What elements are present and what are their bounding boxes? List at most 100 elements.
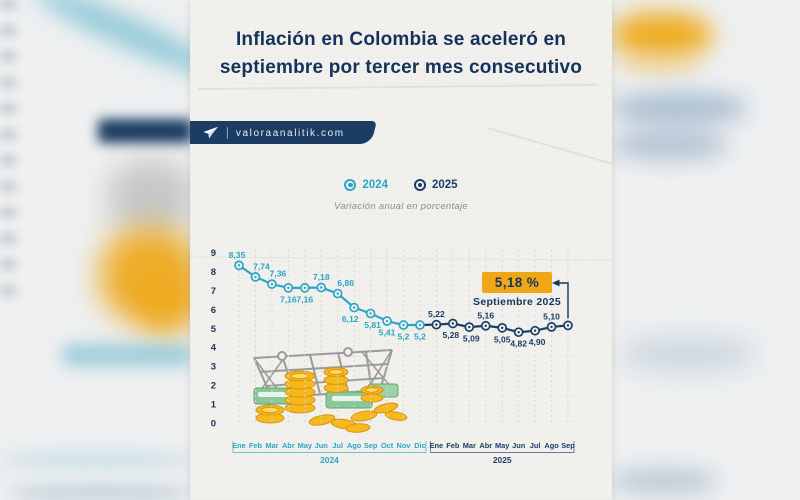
data-point-dot: [566, 324, 570, 327]
year-bracket: [232, 441, 427, 453]
line-2025: [419, 322, 569, 334]
point-label: 7,74: [253, 261, 270, 271]
legend-label: 2024: [362, 179, 388, 191]
y-tick-label: 3: [211, 362, 216, 373]
backdrop-blob: [138, 278, 196, 333]
data-point-dot: [435, 323, 438, 326]
x-tick-label: Feb: [446, 441, 460, 450]
data-point-dot: [237, 264, 241, 267]
point-label: 5,10: [543, 311, 560, 321]
x-tick-label: Jun: [315, 441, 329, 450]
y-tick-label: 1: [211, 400, 217, 411]
x-tick-label: Mar: [265, 441, 278, 450]
backdrop-blob: [0, 452, 192, 468]
point-label: 7,36: [270, 269, 287, 279]
y-tick-label: 9: [211, 248, 216, 259]
x-tick-label: May: [495, 441, 510, 450]
highlight-badge-date: Septiembre 2025: [473, 296, 561, 308]
x-tick-label: May: [298, 441, 313, 450]
y-tick-label: 0: [211, 419, 216, 430]
y-tick-label: 7: [211, 286, 216, 297]
y-tick-label: 4: [211, 343, 217, 354]
point-label: 7,16: [296, 294, 313, 304]
y-tick-label: 5: [211, 324, 217, 335]
year-bracket: [429, 441, 575, 453]
data-point-dot: [501, 326, 504, 330]
data-point-dot: [550, 325, 553, 329]
chart-legend: 2024 2025: [190, 179, 612, 191]
x-tick-label: Feb: [249, 441, 263, 450]
data-point-dot: [402, 323, 405, 327]
point-label: 7,16: [280, 294, 297, 304]
data-point-dot: [418, 323, 422, 327]
x-tick-label: Jul: [332, 441, 343, 450]
point-label: 5,2: [398, 332, 410, 342]
x-tick-label: Ene: [232, 441, 246, 450]
point-label: 4,90: [529, 337, 546, 347]
point-label: 4,82: [510, 339, 527, 349]
x-tick-label: Oct: [381, 441, 394, 450]
data-point-dot: [533, 329, 537, 332]
data-point-dot: [336, 292, 339, 295]
data-point-dot: [287, 286, 290, 290]
data-point-dot: [484, 324, 487, 327]
data-point-dot: [352, 306, 356, 309]
point-label: 5,2: [414, 332, 426, 342]
data-point-dot: [270, 282, 274, 286]
paper-plane-icon: [202, 126, 219, 140]
x-tick-label: Ago: [544, 441, 559, 450]
data-point-dot: [451, 322, 455, 325]
bullseye-icon: [344, 179, 357, 191]
backdrop-blob: [108, 160, 193, 235]
x-tick-label: Sep: [561, 441, 575, 450]
page-title: Inflación en Colombia se aceleró en sept…: [219, 29, 583, 79]
y-tick-label: 8: [211, 267, 216, 278]
point-label: 5,41: [379, 328, 396, 338]
year-label: 2025: [493, 455, 512, 465]
year-label: 2024: [320, 455, 339, 465]
x-tick-label: Jul: [530, 441, 541, 450]
infographic-card: Inflación en Colombia se aceleró en sept…: [190, 0, 612, 500]
point-label: 6,12: [342, 314, 359, 324]
x-tick-label: Dic: [414, 441, 426, 450]
backdrop-blob: [0, 0, 16, 310]
backdrop-blob: [612, 468, 717, 494]
point-label: 7,18: [313, 272, 330, 282]
backdrop-blob: [10, 486, 190, 500]
point-label: 5,22: [428, 309, 445, 319]
y-tick-label: 2: [211, 381, 216, 392]
backdrop-blob: [612, 12, 712, 58]
x-tick-label: Jun: [512, 441, 526, 450]
backdrop-blob: [612, 92, 747, 124]
data-point-dot: [517, 331, 520, 334]
data-point-dot: [385, 319, 389, 323]
data-point-dot: [369, 312, 372, 315]
shopping-basket-coins-illustration: [253, 347, 408, 433]
point-label: 5,28: [442, 330, 459, 340]
backdrop-blob: [62, 344, 192, 366]
legend-label: 2025: [432, 179, 458, 191]
legend-item-2024: 2024: [344, 179, 388, 191]
brand-banner: valoraanalitik.com: [190, 121, 377, 144]
backdrop-blob: [98, 119, 192, 143]
backdrop-blob: [620, 338, 755, 370]
point-label: 6,86: [337, 278, 354, 288]
data-point-dot: [303, 286, 306, 290]
point-label: 5,05: [494, 334, 511, 344]
x-tick-label: Ago: [347, 441, 362, 450]
x-tick-label: Ene: [430, 441, 444, 450]
annotation-arrow-head: [552, 279, 560, 287]
y-tick-label: 6: [211, 305, 216, 316]
point-label: 5,81: [364, 320, 381, 330]
x-tick-label: Mar: [463, 441, 476, 450]
backdrop-blob: [616, 56, 701, 72]
point-label: 5,09: [463, 334, 480, 344]
data-point-dot: [468, 325, 471, 329]
x-tick-label: Sep: [364, 441, 378, 450]
highlight-badge: 5,18 %: [482, 272, 552, 293]
bullseye-icon: [414, 179, 426, 191]
inflation-line-chart: 0 1 2 3 4 5 6 7 8 9 8,35 Ene 7,74 Feb 7,36 Mar 7,16 Abr 7,…: [211, 248, 576, 465]
chart-subtitle: Variación anual en porcentaje: [333, 201, 469, 212]
